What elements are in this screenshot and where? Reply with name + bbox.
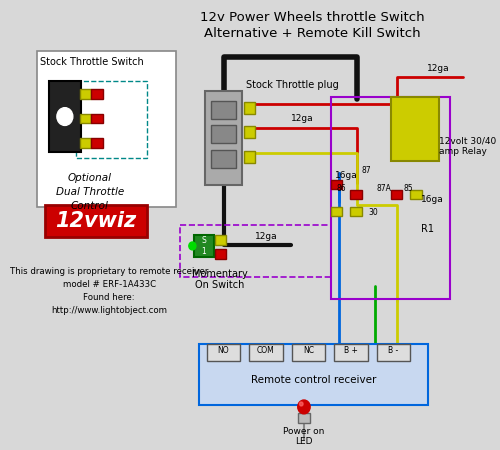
Text: 16ga: 16ga: [421, 195, 444, 204]
Text: B -: B -: [388, 346, 398, 355]
Bar: [92, 138, 103, 148]
Text: 12ga: 12ga: [256, 232, 278, 241]
Bar: [410, 189, 422, 198]
Bar: [80, 89, 92, 99]
Circle shape: [189, 242, 196, 250]
Text: S
1: S 1: [202, 236, 206, 256]
Circle shape: [57, 108, 73, 126]
Bar: [390, 189, 402, 198]
Bar: [330, 207, 342, 216]
Bar: [350, 207, 362, 216]
Text: Power on
LED: Power on LED: [284, 427, 325, 446]
Bar: [330, 180, 342, 189]
Bar: [216, 235, 226, 245]
Bar: [46, 206, 147, 237]
Bar: [390, 97, 440, 161]
Circle shape: [298, 400, 310, 414]
Bar: [205, 91, 242, 184]
Bar: [200, 344, 428, 405]
Text: 12ga: 12ga: [427, 64, 450, 73]
Text: This drawing is proprietary to remote receiver
model # ERF-1A433C
Found here:
ht: This drawing is proprietary to remote re…: [10, 267, 208, 315]
Text: 85: 85: [404, 184, 413, 193]
Text: 87A: 87A: [376, 184, 391, 193]
Bar: [80, 138, 92, 148]
Text: Optional
Dual Throttle
Control: Optional Dual Throttle Control: [56, 173, 124, 211]
Bar: [180, 225, 330, 277]
Text: Alternative + Remote Kill Switch: Alternative + Remote Kill Switch: [204, 27, 421, 40]
Text: 16ga: 16ga: [335, 171, 358, 180]
Bar: [211, 150, 236, 168]
Bar: [194, 235, 214, 257]
Text: 30: 30: [368, 208, 378, 217]
Text: 87: 87: [361, 166, 370, 175]
Text: 12volt 30/40
amp Relay: 12volt 30/40 amp Relay: [438, 136, 496, 156]
Bar: [292, 344, 325, 361]
Bar: [244, 102, 255, 113]
Bar: [211, 126, 236, 143]
Bar: [330, 97, 450, 299]
Bar: [92, 113, 103, 123]
Bar: [76, 81, 147, 158]
Bar: [244, 126, 255, 138]
Bar: [244, 151, 255, 163]
Text: NO: NO: [218, 346, 229, 355]
Text: COM: COM: [257, 346, 274, 355]
Bar: [376, 344, 410, 361]
Text: Momentary
On Switch: Momentary On Switch: [192, 269, 248, 290]
Bar: [216, 249, 226, 259]
Bar: [350, 189, 362, 198]
Bar: [92, 89, 103, 99]
Bar: [206, 344, 240, 361]
Text: 12vwiz: 12vwiz: [56, 211, 136, 231]
Text: 12ga: 12ga: [291, 114, 314, 123]
Bar: [80, 113, 92, 123]
Bar: [36, 51, 176, 207]
Text: 12v Power Wheels throttle Switch: 12v Power Wheels throttle Switch: [200, 11, 425, 24]
Bar: [211, 101, 236, 118]
Text: Stock Throttle Switch: Stock Throttle Switch: [40, 57, 144, 67]
Circle shape: [300, 402, 303, 406]
Text: Remote control receiver: Remote control receiver: [251, 375, 376, 385]
Text: Stock Throttle plug: Stock Throttle plug: [246, 80, 338, 90]
Text: NC: NC: [303, 346, 314, 355]
Bar: [298, 413, 310, 423]
Bar: [249, 344, 282, 361]
Bar: [49, 81, 81, 152]
Text: 86: 86: [336, 184, 346, 193]
Bar: [334, 344, 368, 361]
Text: R1: R1: [422, 224, 434, 234]
Text: B +: B +: [344, 346, 358, 355]
